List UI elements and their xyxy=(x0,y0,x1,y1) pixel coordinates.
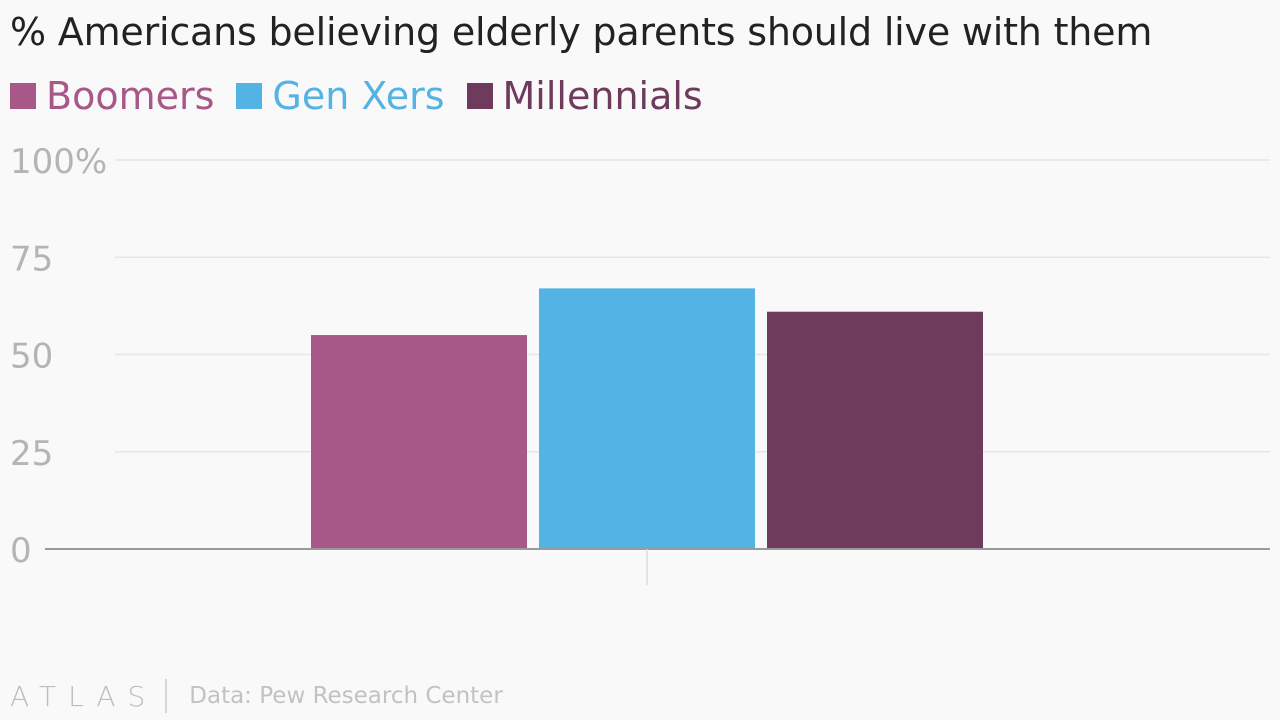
y-tick-label-75: 75 xyxy=(10,239,53,279)
y-tick-label-100: 100% xyxy=(10,142,107,182)
legend-item-millennials: Millennials xyxy=(466,72,703,120)
legend-swatch-millennials xyxy=(466,83,493,109)
legend-swatch-gen-xers xyxy=(236,83,263,109)
legend: Boomers Gen Xers Millennials xyxy=(10,72,725,120)
footer-divider xyxy=(165,679,168,713)
footer: ATLAS Data: Pew Research Center xyxy=(10,676,503,716)
y-tick-label-25: 25 xyxy=(10,434,53,474)
y-tick-label-0: 0 xyxy=(10,531,32,571)
legend-label-boomers: Boomers xyxy=(46,74,215,118)
bar-gen-xers xyxy=(539,288,755,549)
legend-label-gen-xers: Gen Xers xyxy=(272,74,445,118)
legend-item-boomers: Boomers xyxy=(10,72,214,120)
bar-boomers xyxy=(311,335,527,549)
chart-title: % Americans believing elderly parents sh… xyxy=(10,10,1153,54)
legend-label-millennials: Millennials xyxy=(502,74,703,118)
legend-item-gen-xers: Gen Xers xyxy=(236,72,445,120)
atlas-logo: ATLAS xyxy=(10,679,158,713)
bar-millennials xyxy=(767,311,983,549)
y-tick-label-50: 50 xyxy=(10,337,53,377)
legend-swatch-boomers xyxy=(10,83,36,109)
source-note: Data: Pew Research Center xyxy=(189,683,503,709)
